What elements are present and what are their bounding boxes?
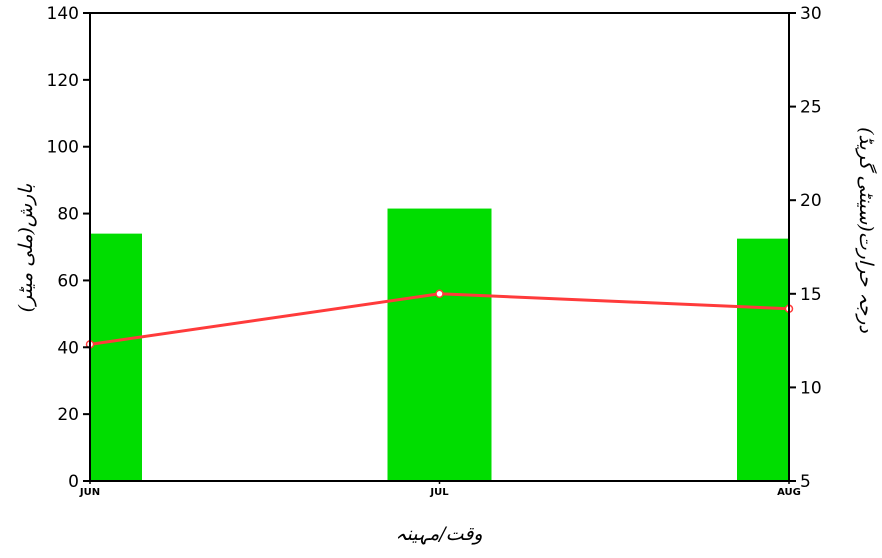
right-tick-label: 5 — [800, 472, 811, 492]
left-tick-label: 0 — [68, 472, 79, 492]
temperature-line-layer — [85, 289, 794, 349]
x-tick-label-aug: AUG — [777, 487, 801, 498]
left-tick-label: 100 — [47, 138, 79, 158]
right-tick-label: 10 — [800, 378, 822, 398]
left-tick-label: 20 — [57, 405, 79, 425]
temperature-point-jul — [435, 289, 444, 299]
left-tick-label: 80 — [57, 205, 79, 225]
x-axis: JUN JUL AUG — [79, 481, 801, 498]
right-tick-label: 25 — [800, 98, 822, 118]
left-tick-label: 40 — [57, 338, 79, 358]
left-y-axis-label: بارش(ملی میٹر) — [15, 183, 37, 312]
left-tick-label: 60 — [57, 271, 79, 291]
x-axis-label: وقت/مہینہ — [395, 523, 482, 545]
x-tick-label-jul: JUL — [429, 487, 449, 498]
rain-bar-aug — [737, 238, 789, 481]
left-tick-label: 140 — [47, 4, 79, 24]
x-tick-label-jun: JUN — [79, 487, 100, 498]
left-y-axis: 0 20 40 60 80 100 120 140 — [47, 4, 90, 492]
rain-bars — [90, 208, 789, 481]
right-tick-label: 30 — [800, 4, 822, 24]
left-tick-label: 120 — [47, 71, 79, 91]
right-y-axis-label: درجہ حرارت(سینٹی گریڈ) — [855, 127, 878, 333]
right-y-axis: 5 10 15 20 25 30 — [789, 4, 822, 492]
right-tick-label: 15 — [800, 285, 822, 305]
rain-bar-jun — [90, 233, 142, 481]
right-tick-label: 20 — [800, 191, 822, 211]
rain-bar-jul — [387, 208, 492, 481]
